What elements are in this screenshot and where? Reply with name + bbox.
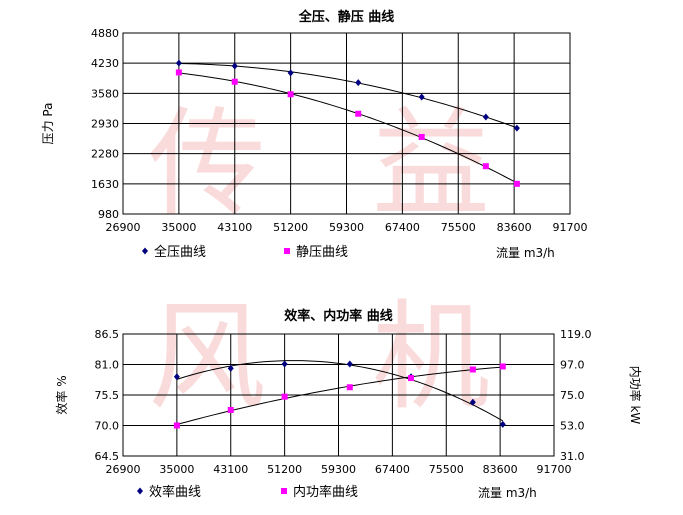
data-point (173, 422, 180, 429)
data-point (175, 69, 182, 76)
y2-tick-label: 31.0 (560, 450, 585, 463)
x-tick-label: 26900 (106, 221, 141, 234)
y-tick-label: 980 (98, 208, 119, 221)
data-point (482, 163, 489, 170)
watermark-char-4: 机 (372, 288, 490, 426)
y2-tick-label: 75.0 (560, 389, 585, 402)
data-point (175, 59, 182, 67)
legend-label: 静压曲线 (296, 245, 348, 260)
y-tick-label: 75.5 (95, 389, 120, 402)
legend-label: 全压曲线 (154, 244, 206, 260)
x-tick-label: 43100 (217, 221, 252, 234)
y-tick-label: 64.5 (95, 450, 120, 463)
watermark: 传 益 风 机 (148, 95, 490, 426)
y-tick-label: 70.0 (95, 420, 120, 433)
y-tick-label: 2280 (91, 148, 119, 161)
data-point (355, 79, 362, 87)
y-tick-label: 86.5 (95, 328, 120, 341)
x-tick-label: 83600 (497, 221, 532, 234)
data-point (227, 406, 234, 413)
gridlines (123, 334, 554, 456)
y-tick-label: 81.0 (95, 359, 120, 372)
watermark-char-2: 益 (372, 95, 490, 233)
data-point (355, 110, 362, 117)
x-tick-label: 59300 (329, 221, 364, 234)
data-point (173, 373, 180, 381)
chart-title: 全压、静压 曲线 (298, 9, 395, 25)
legend-marker (137, 487, 143, 495)
data-point (499, 363, 506, 370)
x-tick-label: 51200 (267, 463, 302, 476)
data-point (469, 398, 476, 406)
x-tick-label: 67400 (375, 463, 410, 476)
x-tick-label: 91700 (553, 221, 588, 234)
data-point (227, 364, 234, 372)
x-tick-label: 26900 (106, 463, 141, 476)
series-0 (175, 59, 520, 132)
data-point (287, 69, 294, 77)
data-point (281, 393, 288, 400)
series-1 (175, 69, 520, 187)
data-point (499, 420, 506, 428)
plot-area (122, 32, 571, 215)
x-tick-label: 75500 (441, 221, 476, 234)
watermark-char-3: 风 (148, 288, 266, 426)
y-tick-label: 4880 (91, 27, 119, 40)
legend-label: 内功率曲线 (293, 484, 358, 500)
y-axis-label: 效率 % (54, 375, 69, 414)
data-point (346, 360, 353, 368)
y-tick-label: 4230 (91, 57, 119, 70)
plot-area (122, 333, 555, 457)
x-axis-label: 流量 m3/h (496, 246, 555, 260)
data-point (418, 93, 425, 101)
legend-marker (284, 248, 290, 254)
data-point (287, 91, 294, 98)
pressure-chart: 全压、静压 曲线 26900 35000 43100 51200 59300 67400 75… (41, 9, 588, 260)
y2-axis-label: 内功率 kW (628, 366, 643, 425)
y2-tick-label: 97.0 (560, 359, 585, 372)
chart-title: 效率、内功率 曲线 (284, 308, 393, 324)
x-tick-label: 43100 (213, 463, 248, 476)
data-point (231, 78, 238, 85)
x-tick-label: 75500 (429, 463, 464, 476)
y-tick-label: 2930 (91, 118, 119, 131)
x-axis-label: 流量 m3/h (478, 486, 537, 500)
data-point (469, 366, 476, 373)
efficiency-power-chart: 效率、内功率 曲线 26900 35000 43100 51200 59300 67400 7… (54, 308, 643, 500)
y-tick-label: 1630 (91, 178, 119, 191)
legend-label: 效率曲线 (149, 484, 201, 500)
data-point (346, 384, 353, 391)
series-1 (173, 363, 506, 429)
watermark-char-1: 传 (148, 95, 266, 233)
data-point (482, 113, 489, 121)
x-tick-label: 67400 (385, 221, 420, 234)
x-tick-label: 35000 (161, 221, 196, 234)
data-point (513, 180, 520, 187)
x-tick-label: 51200 (273, 221, 308, 234)
legend-marker (142, 247, 148, 255)
legend-marker (281, 488, 287, 494)
x-tick-label: 91700 (537, 463, 572, 476)
data-point (231, 62, 238, 70)
data-point (513, 124, 520, 132)
x-tick-label: 35000 (159, 463, 194, 476)
y-axis-label: 压力 Pa (41, 103, 55, 145)
data-point (407, 375, 414, 382)
y-tick-label: 3580 (91, 87, 119, 100)
y2-tick-label: 53.0 (560, 420, 585, 433)
data-point (281, 360, 288, 368)
y2-tick-label: 119.0 (560, 328, 592, 341)
data-point (418, 133, 425, 140)
x-tick-label: 83600 (483, 463, 518, 476)
gridlines (123, 33, 570, 214)
x-tick-label: 59300 (321, 463, 356, 476)
